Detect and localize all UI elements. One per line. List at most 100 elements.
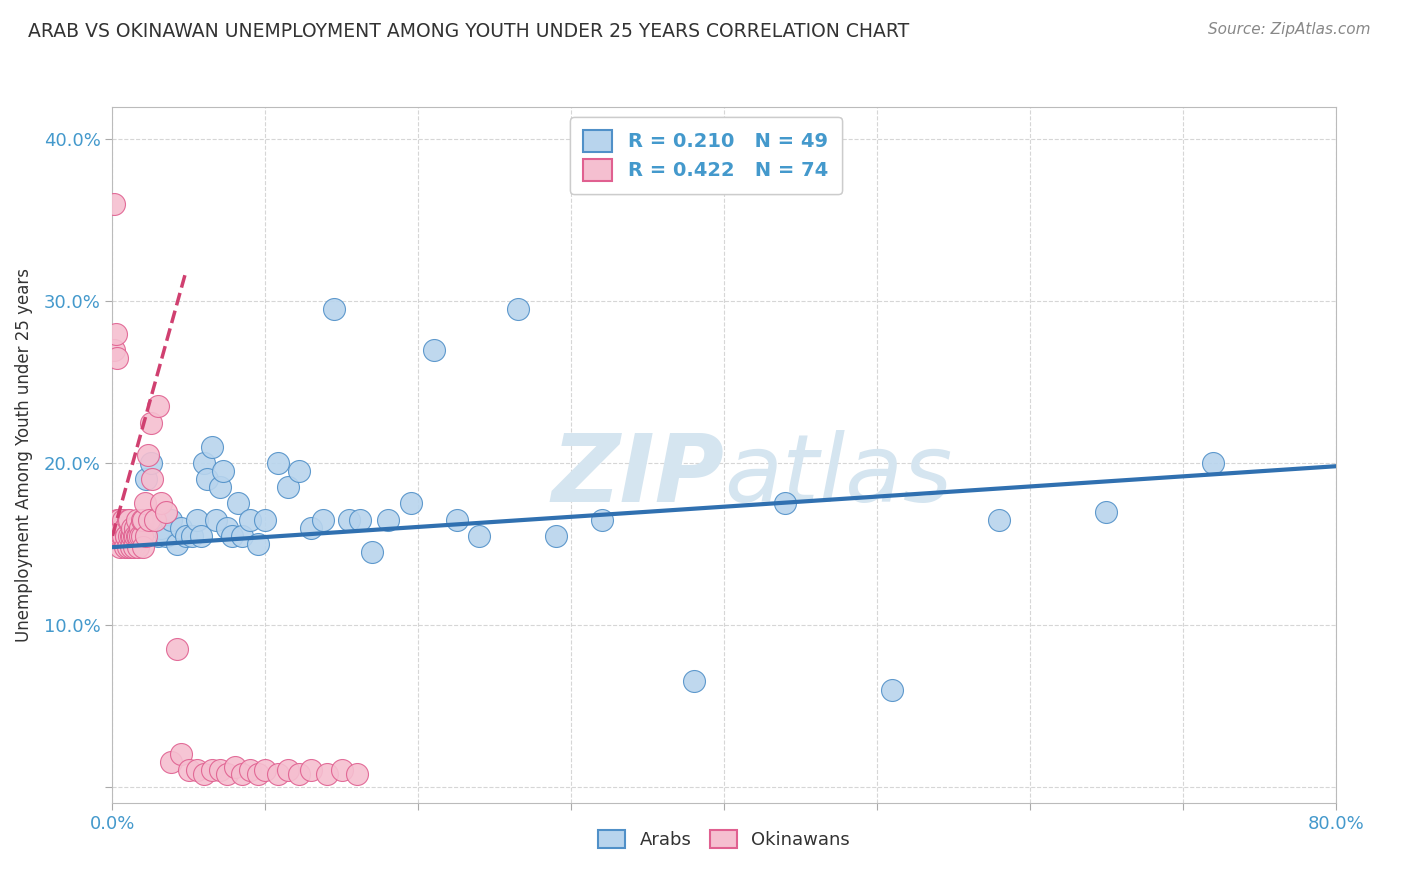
Point [122,529,145,543]
Point [205,513,228,527]
Point [288,464,311,478]
Point [136,448,159,462]
Point [148,400,170,414]
Point [108,540,131,554]
Point [221,529,243,543]
Point [181,529,204,543]
Point [120,529,142,543]
Point [170,747,193,762]
Y-axis label: Unemployment Among Youth under 25 years: Unemployment Among Youth under 25 years [14,268,32,642]
Point [239,513,262,527]
Point [299,764,322,778]
Point [117,540,139,554]
Point [224,760,246,774]
Point [159,756,181,770]
Point [201,440,224,454]
Point [135,529,157,543]
Point [506,302,529,317]
Point [1202,456,1225,470]
Point [129,521,152,535]
Point [134,496,156,510]
Text: atlas: atlas [724,430,952,521]
Point [114,521,136,535]
Point [988,513,1011,527]
Point [239,764,262,778]
Point [339,513,361,527]
Point [217,521,239,535]
Point [159,513,181,527]
Point [166,537,188,551]
Point [193,766,215,780]
Point [105,529,128,543]
Point [254,513,277,527]
Point [131,529,153,543]
Point [111,521,134,535]
Point [277,764,299,778]
Point [150,521,173,535]
Point [377,513,399,527]
Point [544,529,567,543]
Point [170,521,193,535]
Point [122,540,145,554]
Point [422,343,444,357]
Point [115,529,138,543]
Point [125,529,148,543]
Point [217,766,239,780]
Point [112,513,135,527]
Point [166,642,188,657]
Point [138,513,160,527]
Point [186,513,208,527]
Legend: Arabs, Okinawans: Arabs, Okinawans [591,822,858,856]
Point [468,529,491,543]
Point [132,540,155,554]
Point [115,529,138,543]
Point [148,529,170,543]
Point [288,766,311,780]
Point [127,529,149,543]
Point [193,456,215,470]
Point [882,682,904,697]
Point [103,343,125,357]
Point [104,521,127,535]
Point [114,540,136,554]
Point [399,496,422,510]
Point [118,529,141,543]
Point [591,513,613,527]
Point [323,302,346,317]
Point [231,766,253,780]
Point [266,766,288,780]
Text: ZIP: ZIP [551,430,724,522]
Point [139,416,162,430]
Point [208,480,231,494]
Point [246,766,269,780]
Point [211,464,233,478]
Point [139,456,162,470]
Point [107,513,129,527]
Point [231,529,253,543]
Point [195,472,218,486]
Point [120,540,142,554]
Text: ARAB VS OKINAWAN UNEMPLOYMENT AMONG YOUTH UNDER 25 YEARS CORRELATION CHART: ARAB VS OKINAWAN UNEMPLOYMENT AMONG YOUT… [28,22,910,41]
Point [266,456,288,470]
Point [132,513,155,527]
Point [226,496,249,510]
Point [155,529,177,543]
Point [104,529,127,543]
Point [104,326,127,341]
Point [124,521,146,535]
Point [330,764,353,778]
Point [117,513,139,527]
Point [201,764,224,778]
Point [190,529,212,543]
Point [349,513,371,527]
Point [174,529,197,543]
Point [312,513,335,527]
Point [127,540,149,554]
Point [129,529,152,543]
Point [105,351,128,365]
Point [124,529,146,543]
Point [186,764,208,778]
Point [446,513,468,527]
Point [155,504,177,518]
Point [177,764,200,778]
